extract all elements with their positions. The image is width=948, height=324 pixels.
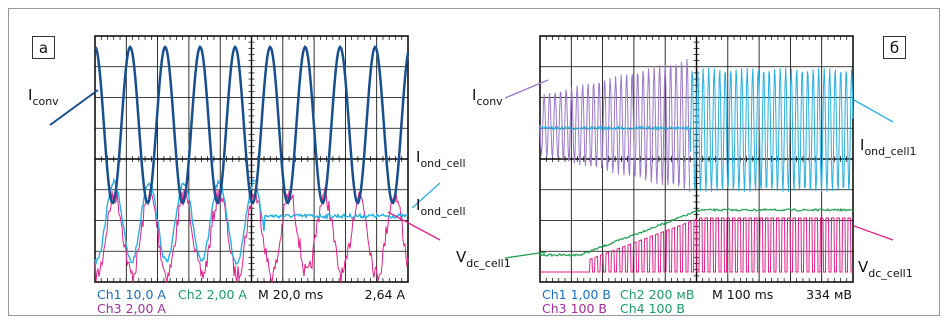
signal-label: Iond_cell (416, 196, 466, 218)
label-sub: ond_cell (420, 157, 465, 170)
readout: Ch1 1,00 B (542, 287, 611, 302)
figure: а б Iconv Iond_cell Iond_cell Iconv Iond… (0, 0, 948, 324)
panel-tag: б (890, 39, 899, 57)
label-sub: ond_cell1 (864, 145, 916, 158)
readout: Ch3 100 B (542, 301, 607, 316)
signal-label: Iond_cell1 (860, 136, 917, 158)
panel-tag: а (39, 39, 48, 57)
readout: Ch3 2,00 A (97, 301, 166, 316)
readout: M 20,0 ms (258, 287, 323, 302)
scope-a (95, 36, 408, 283)
arrow (854, 226, 893, 240)
label-sub: conv (476, 95, 503, 108)
arrow (854, 100, 893, 122)
readout: Ch1 10,0 A (97, 287, 166, 302)
signal-label: Iconv (472, 86, 503, 108)
label-sub: conv (32, 95, 59, 108)
readout: 334 мB (806, 287, 852, 302)
label-sub: ond_cell (420, 205, 465, 218)
signal-label: Vdc_cell1 (456, 248, 511, 270)
label-sub: dc_cell1 (868, 267, 912, 280)
signal-label: Vdc_cell1 (858, 258, 913, 280)
readout: Ch4 100 B (620, 301, 685, 316)
signal-label: Iconv (28, 86, 59, 108)
readout: Ch2 200 мB (620, 287, 694, 302)
readout: 2,64 A (365, 287, 406, 302)
label-sub: dc_cell1 (466, 257, 510, 270)
signal-label: Iond_cell (416, 148, 466, 170)
scope-b (540, 36, 853, 282)
readout: Ch2 2,00 A (178, 287, 247, 302)
readout: M 100 ms (712, 287, 773, 302)
